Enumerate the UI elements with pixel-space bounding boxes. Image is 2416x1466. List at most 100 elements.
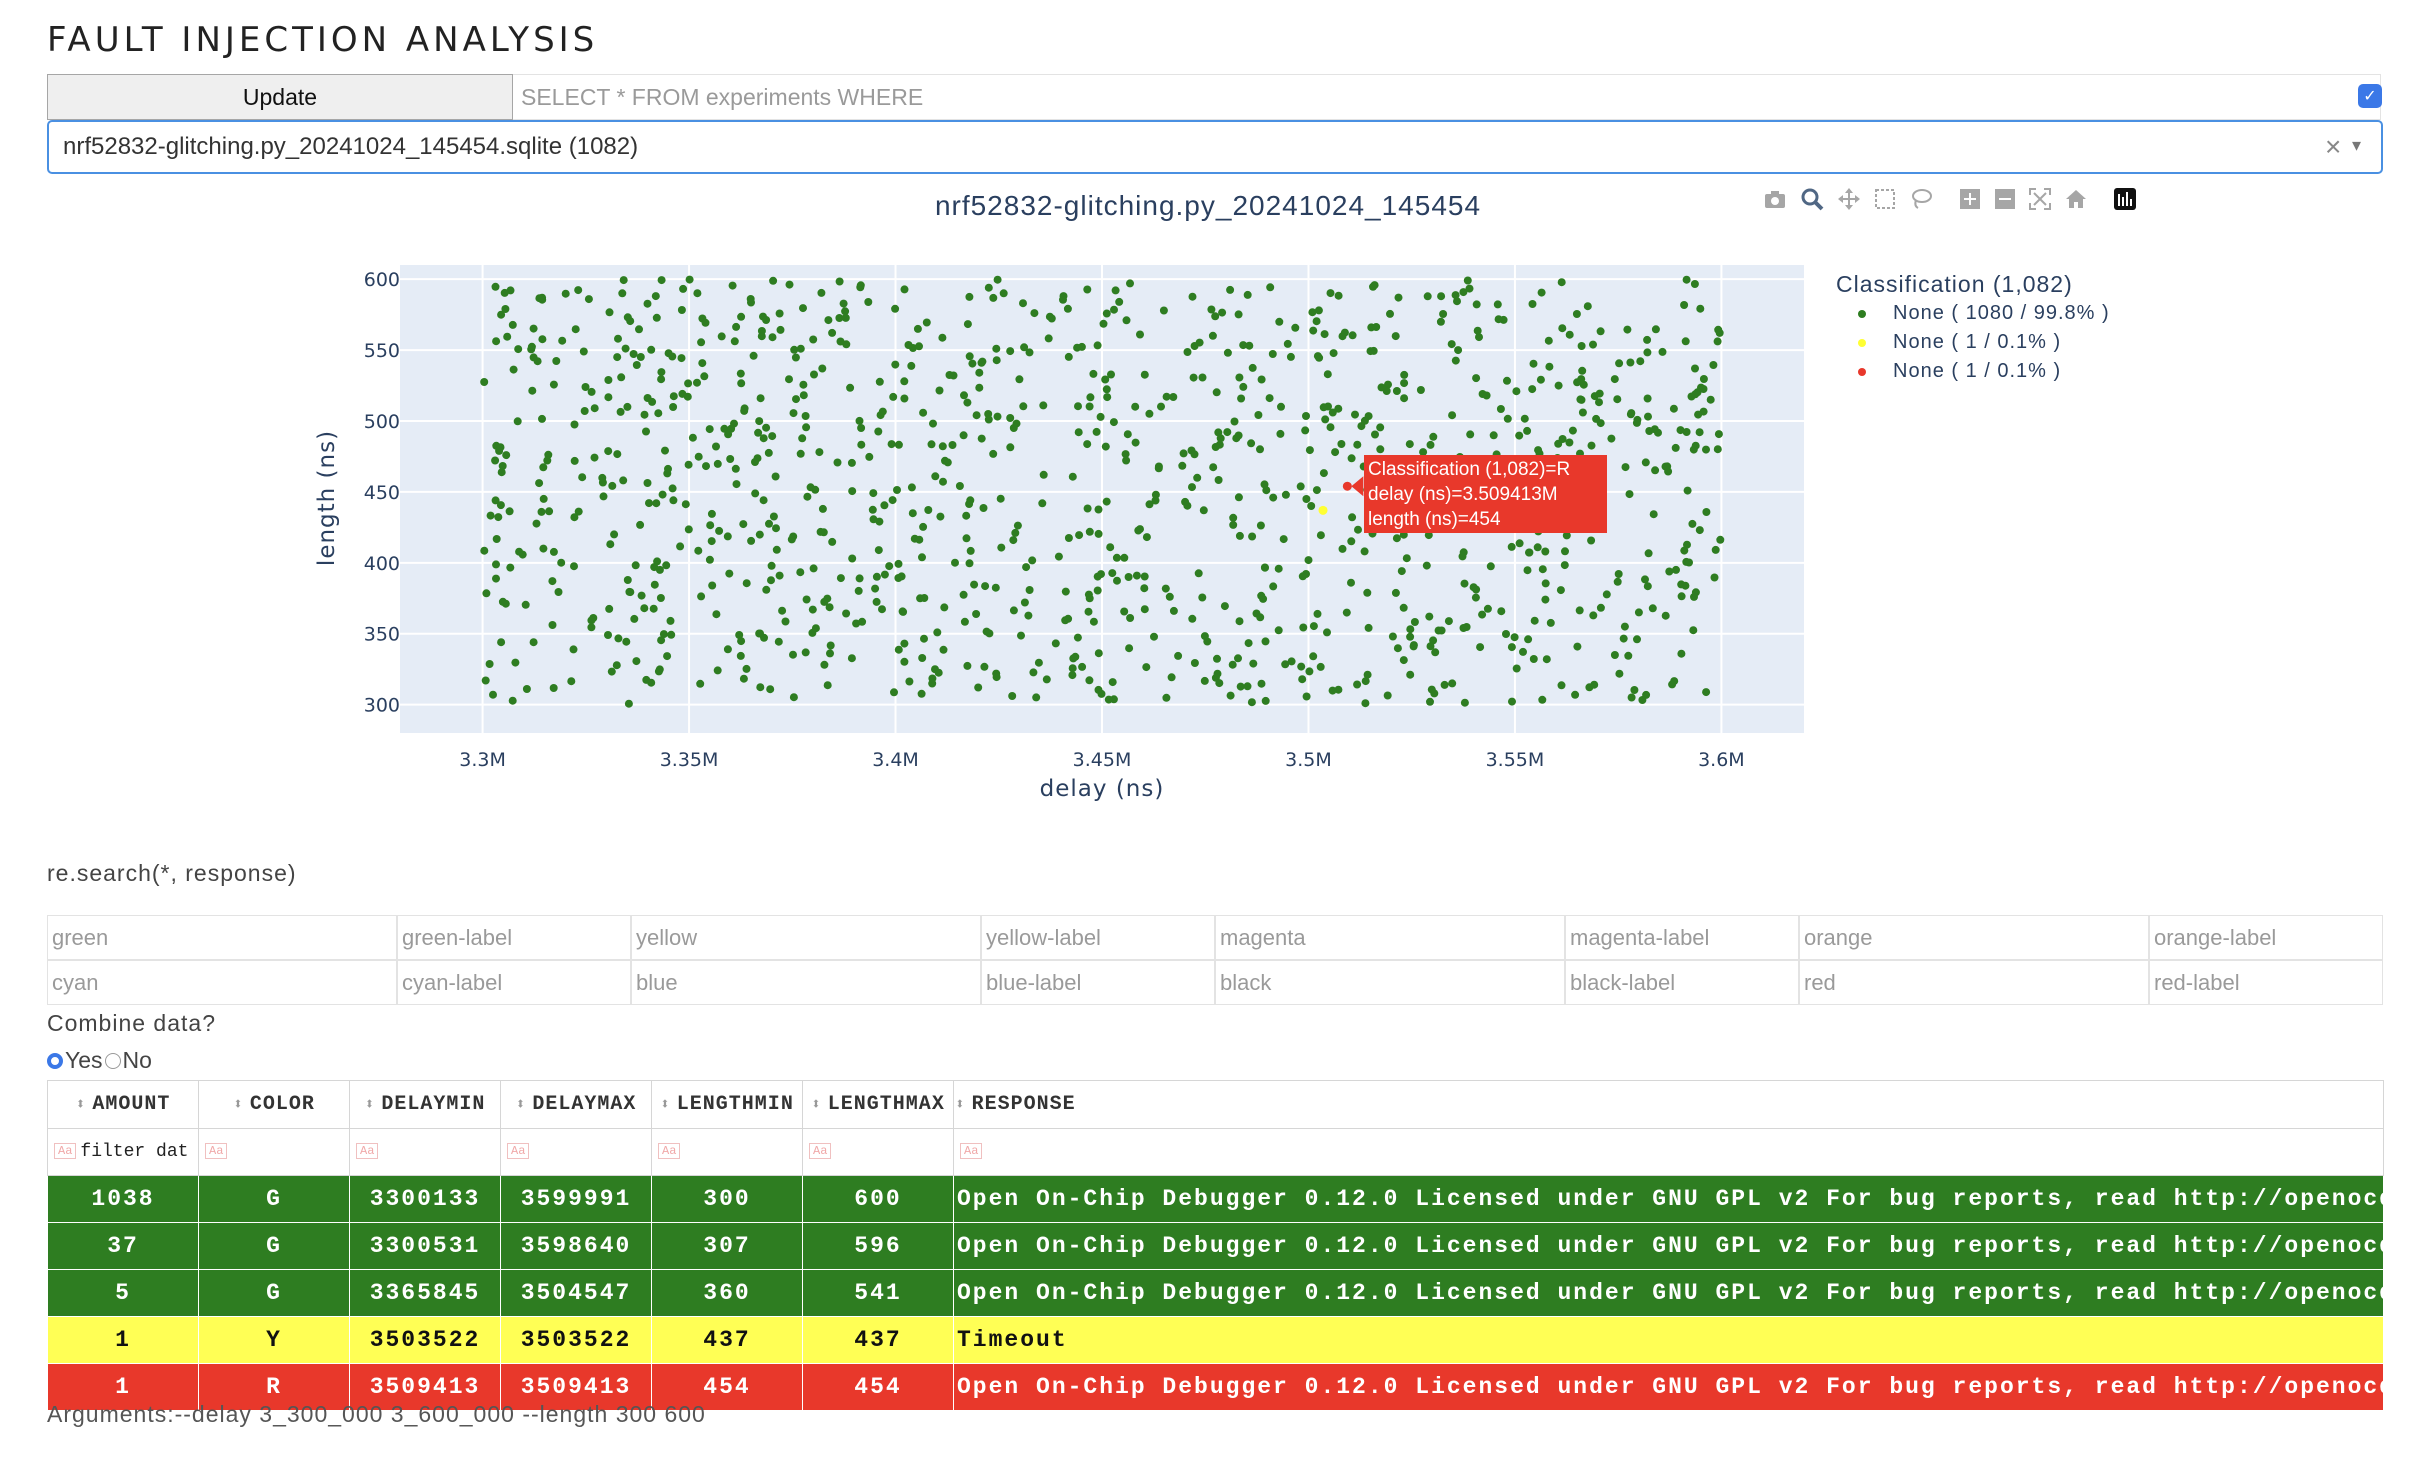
data-point[interactable] (697, 338, 706, 347)
table-row[interactable]: 1 R 3509413 3509413 454 454 Open On-Chip… (47, 1363, 2384, 1411)
data-point[interactable] (1030, 309, 1039, 318)
data-point[interactable] (1234, 310, 1243, 319)
data-point[interactable] (982, 627, 991, 636)
scatter-plot[interactable]: 3.3M 3.35M 3.4M 3.45M 3.5M 3.55M 3.6M 300 350 400… (0, 0, 2416, 830)
data-point[interactable] (769, 276, 778, 285)
data-point[interactable] (751, 458, 759, 466)
data-point[interactable] (552, 357, 561, 365)
data-point[interactable] (491, 282, 500, 291)
data-point[interactable] (905, 677, 914, 686)
data-point[interactable] (1576, 395, 1585, 404)
data-point[interactable] (1716, 535, 1725, 544)
data-point[interactable] (666, 616, 675, 625)
data-point[interactable] (1064, 614, 1073, 623)
data-point[interactable] (554, 588, 563, 596)
data-point[interactable] (1094, 685, 1103, 694)
data-point[interactable] (650, 563, 659, 572)
data-point[interactable] (1230, 417, 1239, 426)
data-point[interactable] (1451, 356, 1460, 365)
data-point[interactable] (1402, 554, 1411, 563)
amount-cell[interactable]: 1 (47, 1363, 199, 1411)
data-point[interactable] (1312, 317, 1321, 326)
response-cell[interactable]: Open On-Chip Debugger 0.12.0 Licensed un… (953, 1363, 2384, 1411)
data-point[interactable] (726, 455, 735, 463)
data-point[interactable] (836, 337, 845, 346)
data-point[interactable] (785, 375, 793, 384)
data-point[interactable] (1269, 582, 1278, 591)
data-point[interactable] (1348, 331, 1357, 340)
data-point[interactable] (1661, 611, 1670, 620)
data-point[interactable] (1054, 552, 1063, 561)
data-point[interactable] (815, 448, 824, 457)
lengthmax-cell[interactable]: 454 (802, 1363, 954, 1411)
data-point[interactable] (1140, 370, 1149, 379)
data-point[interactable] (605, 604, 614, 613)
data-point[interactable] (508, 696, 517, 705)
data-point[interactable] (492, 574, 500, 583)
data-point[interactable] (919, 408, 928, 417)
data-point[interactable] (1651, 466, 1660, 475)
data-point[interactable] (700, 372, 709, 381)
data-point[interactable] (1283, 339, 1292, 348)
data-point[interactable] (1643, 394, 1652, 403)
data-point[interactable] (1610, 651, 1619, 659)
data-point[interactable] (1623, 325, 1632, 334)
data-point[interactable] (1682, 275, 1691, 284)
data-point[interactable] (1194, 569, 1203, 578)
data-point[interactable] (650, 580, 659, 589)
data-point[interactable] (730, 337, 739, 346)
data-point[interactable] (1643, 348, 1652, 357)
data-point[interactable] (1440, 680, 1449, 689)
data-point[interactable] (549, 684, 558, 692)
data-point[interactable] (949, 371, 958, 380)
data-point[interactable] (768, 432, 777, 441)
data-point[interactable] (809, 335, 818, 344)
data-point[interactable] (630, 614, 639, 623)
data-point[interactable] (1151, 490, 1160, 499)
data-point[interactable] (841, 313, 850, 322)
data-point[interactable] (715, 526, 724, 535)
data-point[interactable] (515, 547, 524, 556)
data-point[interactable] (1530, 616, 1539, 625)
data-point[interactable] (1422, 561, 1431, 570)
data-point[interactable] (816, 527, 825, 536)
data-point[interactable] (855, 574, 864, 583)
data-point[interactable] (972, 411, 981, 420)
data-point[interactable] (1347, 578, 1355, 587)
data-point[interactable] (1690, 280, 1699, 288)
data-point[interactable] (828, 328, 837, 337)
amount-cell[interactable]: 5 (47, 1269, 199, 1317)
data-point[interactable] (740, 404, 749, 413)
data-point[interactable] (865, 452, 874, 461)
data-point[interactable] (1120, 607, 1129, 616)
data-point[interactable] (781, 617, 790, 626)
data-point[interactable] (538, 335, 547, 344)
case-sensitive-icon[interactable]: Aa (809, 1143, 832, 1160)
data-point[interactable] (1436, 317, 1445, 326)
data-point[interactable] (1261, 637, 1270, 646)
data-point[interactable] (1287, 657, 1296, 666)
data-point[interactable] (1589, 340, 1597, 349)
data-point[interactable] (1695, 526, 1704, 535)
data-point[interactable] (1473, 326, 1482, 335)
data-point[interactable] (992, 356, 1001, 365)
data-point[interactable] (907, 483, 916, 492)
data-point[interactable] (1680, 546, 1689, 555)
data-point[interactable] (626, 317, 635, 326)
data-point[interactable] (1372, 323, 1381, 331)
data-point[interactable] (579, 347, 588, 356)
data-point[interactable] (1426, 697, 1434, 706)
data-point[interactable] (645, 499, 653, 508)
lengthmin-cell[interactable]: 300 (651, 1175, 803, 1223)
table-row[interactable]: 1 Y 3503522 3503522 437 437 Timeout (47, 1316, 2384, 1364)
data-point[interactable] (1218, 308, 1227, 317)
data-point[interactable] (1714, 430, 1723, 439)
column-header-delaymax[interactable]: ⬍ DELAYMAX (500, 1080, 652, 1129)
cyan-label-input[interactable]: cyan-label (397, 960, 631, 1005)
data-point[interactable] (1304, 556, 1313, 565)
data-point[interactable] (1009, 424, 1018, 432)
data-point[interactable] (1709, 361, 1718, 369)
data-point[interactable] (1103, 393, 1112, 402)
data-point[interactable] (636, 520, 645, 529)
data-point[interactable] (654, 409, 663, 418)
